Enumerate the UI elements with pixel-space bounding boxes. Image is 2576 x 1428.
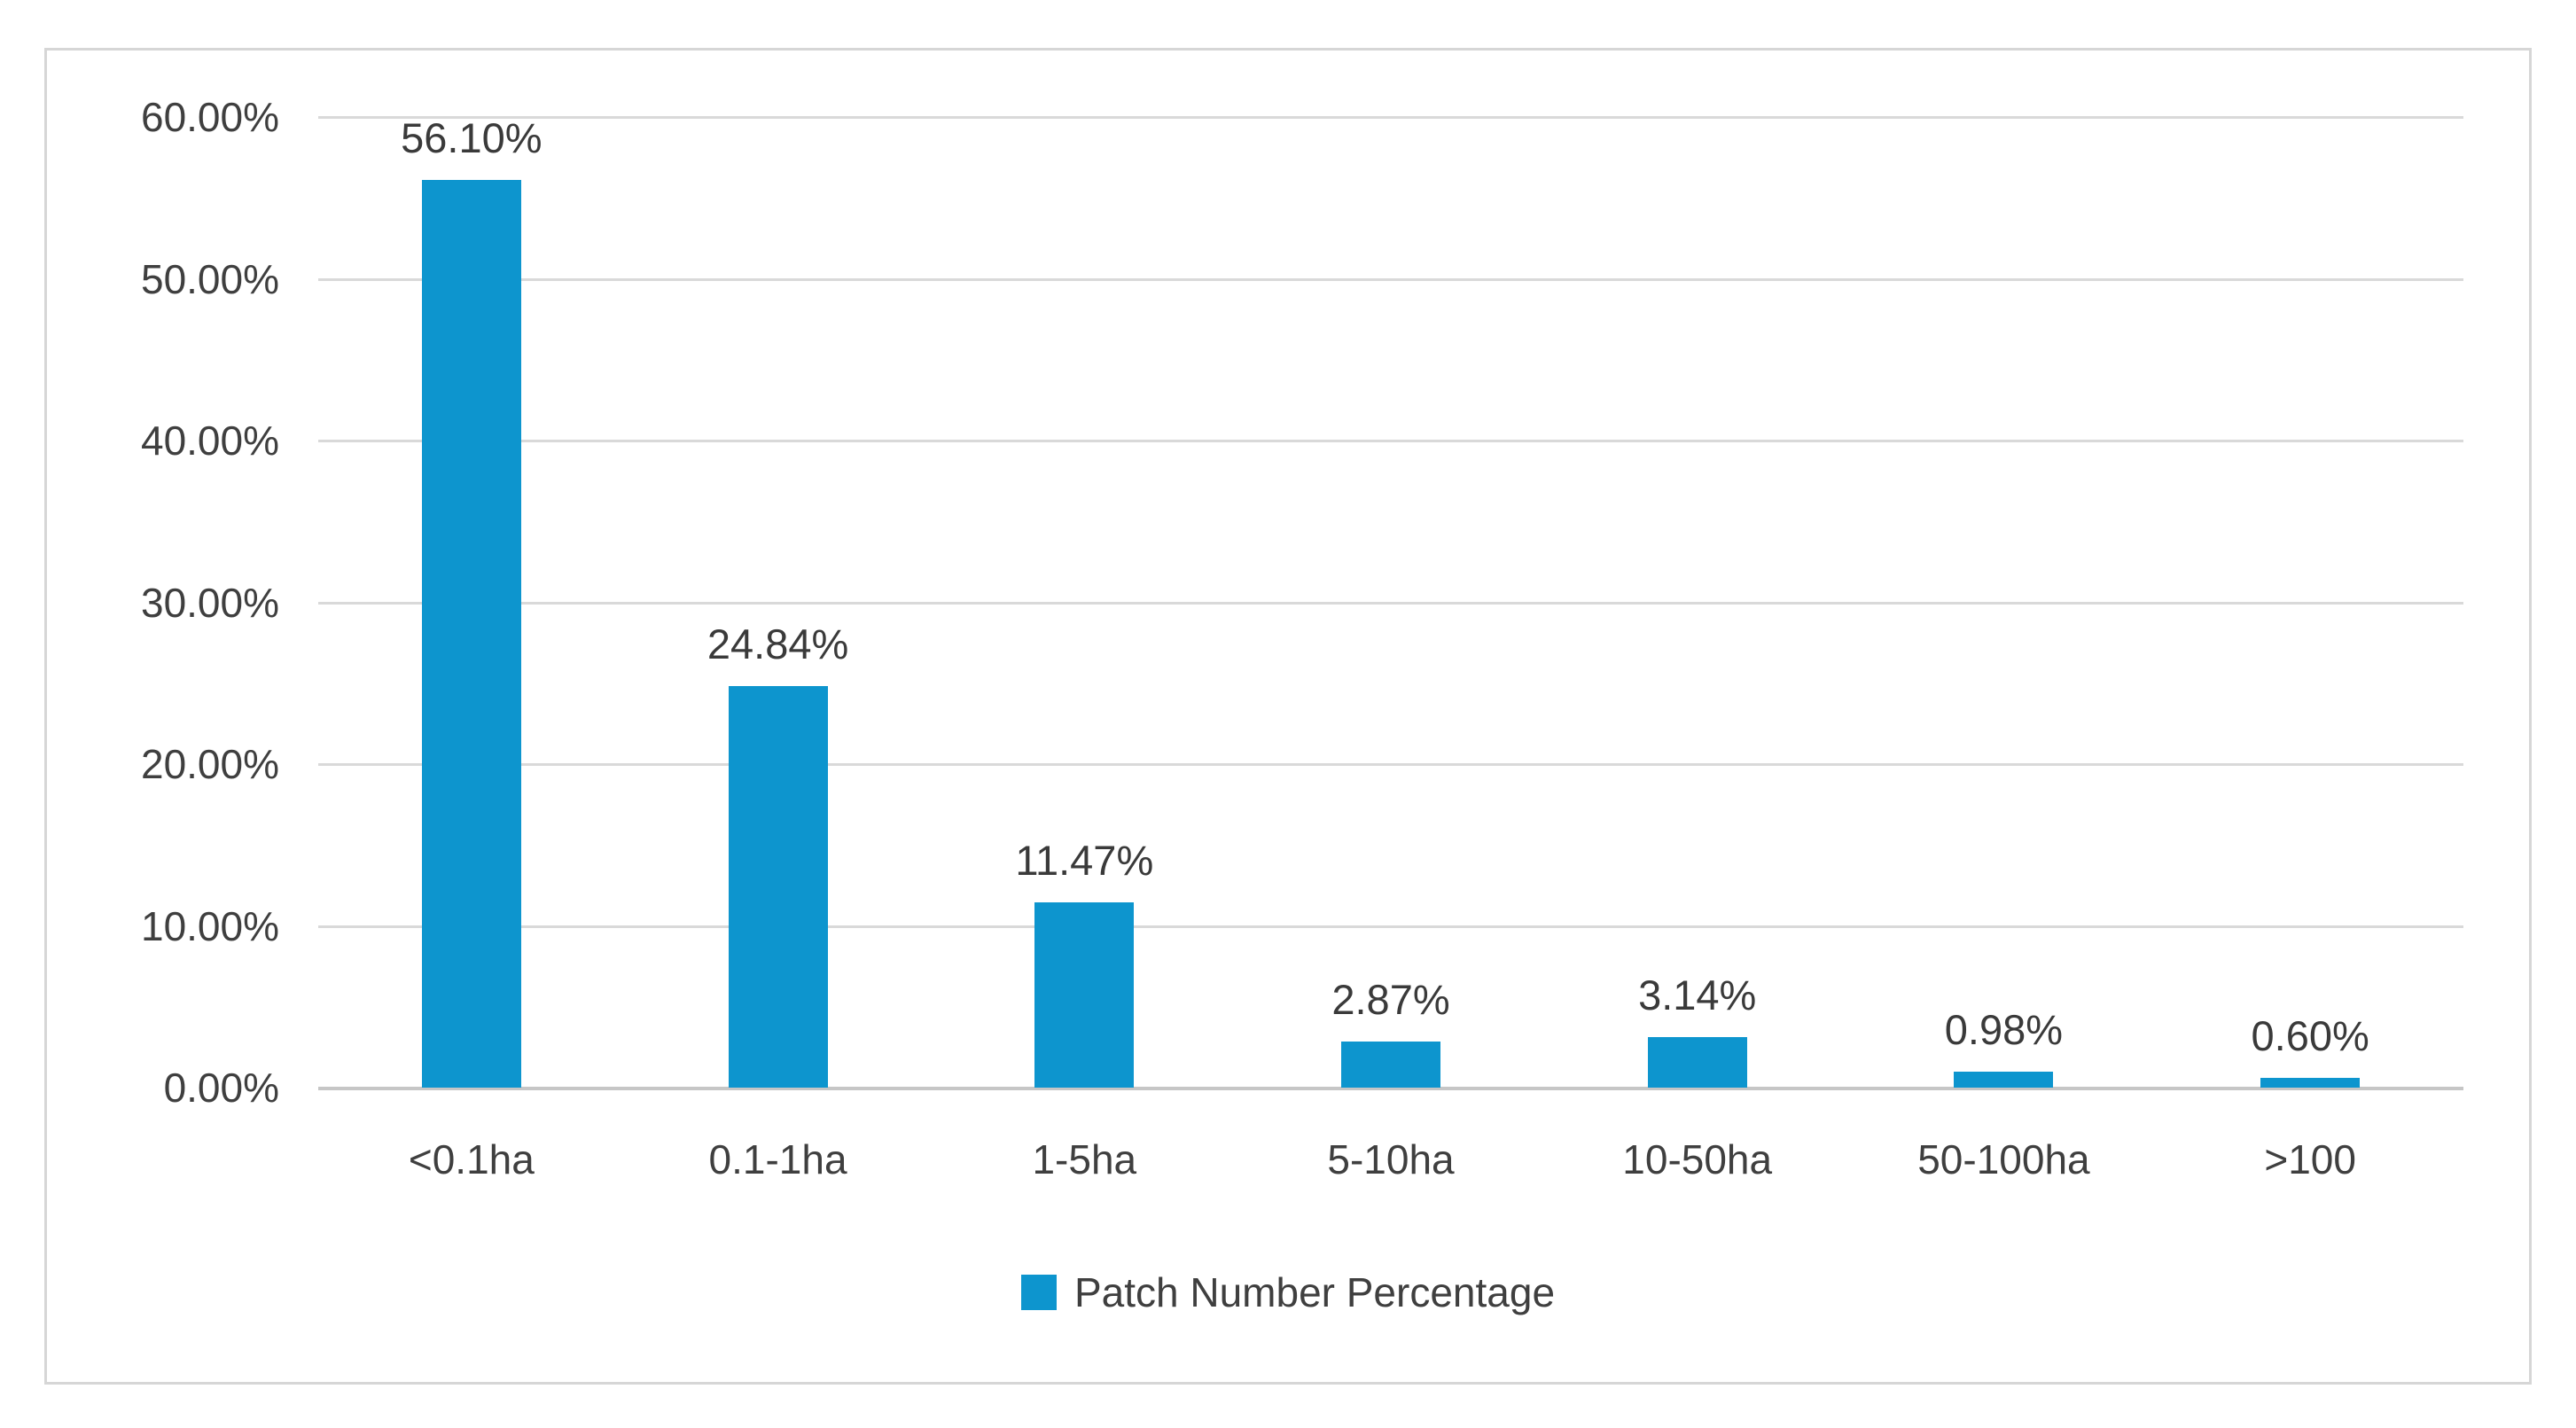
- x-tick-label: 0.1-1ha: [708, 1136, 847, 1182]
- bar-10-50ha: [1647, 1036, 1747, 1088]
- x-tick-label: 10-50ha: [1622, 1136, 1773, 1182]
- bar->100: [2260, 1078, 2361, 1088]
- bar-value-label: 0.60%: [2251, 1012, 2369, 1060]
- bar-value-label: 3.14%: [1638, 971, 1757, 1018]
- y-tick-label: 10.00%: [140, 902, 279, 949]
- x-tick-label: <0.1ha: [408, 1136, 535, 1182]
- gridline: [318, 925, 2463, 928]
- bar-50-100ha: [1954, 1072, 2054, 1088]
- legend-swatch-icon: [1020, 1275, 1057, 1310]
- gridline: [318, 440, 2463, 442]
- gridline: [318, 601, 2463, 605]
- chart-frame: 60.00% 50.00% 40.00% 30.00% 20.00% 10.00% 0.00…: [44, 48, 2532, 1385]
- x-tick-label: 1-5ha: [1032, 1136, 1137, 1182]
- x-tick-label: 5-10ha: [1327, 1136, 1455, 1182]
- y-tick-label: 30.00%: [140, 579, 279, 626]
- x-axis-line: [318, 1087, 2463, 1090]
- y-tick-label: 0.00%: [163, 1065, 279, 1111]
- legend: Patch Number Percentage: [47, 1267, 2529, 1318]
- gridline: [318, 277, 2463, 281]
- bar-value-label: 56.10%: [401, 114, 543, 162]
- y-tick-label: 60.00%: [140, 94, 279, 140]
- bar-value-label: 24.84%: [706, 620, 849, 667]
- gridline: [318, 763, 2463, 766]
- bar-value-label: 2.87%: [1331, 975, 1450, 1023]
- bar-5-10ha: [1341, 1041, 1440, 1088]
- y-tick-label: 40.00%: [140, 417, 279, 464]
- bar-<0.1ha: [421, 180, 521, 1088]
- bar-value-label: 11.47%: [1015, 836, 1154, 884]
- y-tick-label: 20.00%: [140, 741, 279, 787]
- x-tick-label: 50-100ha: [1917, 1136, 2090, 1182]
- x-tick-label: >100: [2264, 1136, 2356, 1182]
- y-tick-label: 50.00%: [140, 255, 279, 302]
- gridline: [318, 116, 2463, 119]
- bar-1-5ha: [1034, 901, 1135, 1088]
- bar-value-label: 0.98%: [1944, 1006, 2064, 1054]
- legend-label: Patch Number Percentage: [1073, 1269, 1556, 1315]
- bar-0.1-1ha: [728, 685, 828, 1088]
